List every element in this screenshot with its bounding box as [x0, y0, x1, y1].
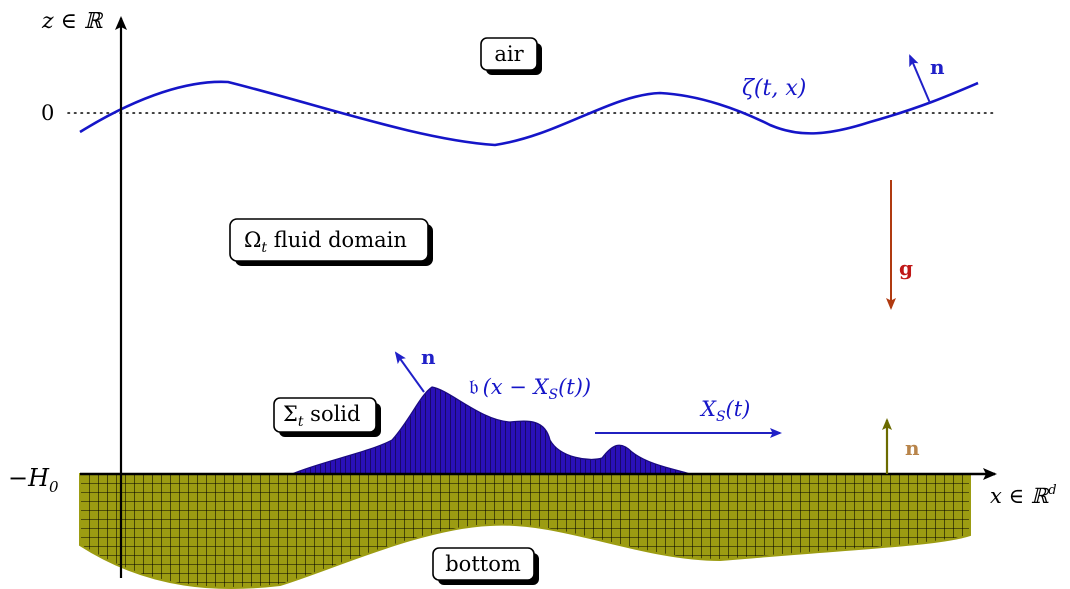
bottom-label: bottom [445, 552, 521, 576]
solid-label: Σt solid [283, 402, 360, 430]
z-axis-label: z ∈ ℝ [41, 9, 104, 34]
air-box: air [480, 37, 542, 75]
solid-profile-label: 𝔟 (x − XS(t)) [469, 375, 591, 403]
bottom-box: bottom [432, 547, 539, 585]
surface-label: ζ(t, x) [742, 76, 806, 101]
solid-body [291, 386, 691, 475]
surface-normal-label: n [930, 55, 945, 79]
zero-tick-label: 0 [41, 101, 54, 125]
solid-box: Σt solid [273, 397, 381, 437]
air-label: air [494, 42, 524, 66]
fluid-domain-box: Ωt fluid domain [229, 218, 433, 266]
surface-normal-arrow [909, 54, 931, 104]
solid-motion-label: XS(t) [699, 397, 750, 425]
solid-normal-arrow [394, 351, 425, 393]
bottom-region [79, 473, 971, 589]
solid-normal-label: n [421, 345, 436, 369]
x-axis-label: x ∈ ℝd [990, 483, 1057, 508]
fluid-domain-label: Ωt fluid domain [244, 228, 407, 256]
free-surface-curve [79, 80, 979, 147]
depth-tick-label: −H0 [8, 464, 59, 496]
gravity-label: g [899, 256, 913, 280]
bottom-normal-label: n [905, 436, 920, 460]
